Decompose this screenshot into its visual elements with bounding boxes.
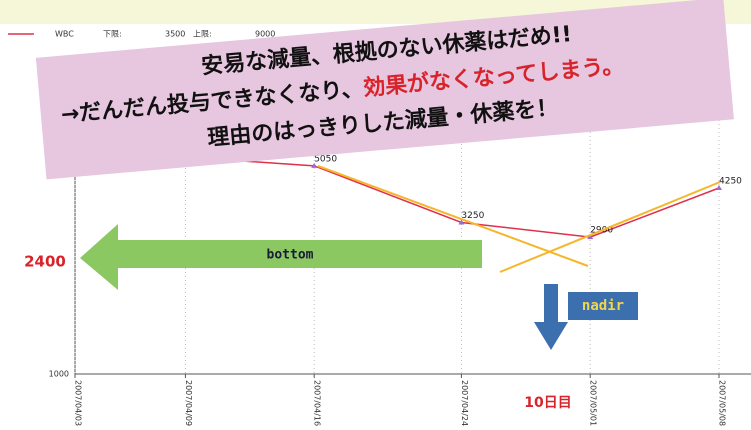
- legend-value: 9000: [255, 30, 275, 39]
- value-label: 5050: [314, 154, 337, 164]
- trend-line: [317, 165, 589, 267]
- nadir-arrow: [534, 284, 568, 350]
- x-tick-label: 2007/04/24: [460, 380, 469, 426]
- trend-line: [499, 181, 721, 273]
- nadir-box: [568, 292, 638, 320]
- point: [716, 184, 722, 190]
- arrow-label: bottom: [267, 248, 314, 263]
- point: [458, 219, 465, 225]
- point: [311, 162, 318, 168]
- banner-box: [35, 0, 734, 180]
- x-tick-label: 2007/04/09: [184, 380, 193, 426]
- legend-value: 3500: [165, 30, 185, 39]
- x-tick-label: 2007/04/16: [313, 380, 322, 426]
- x-tick-label: 2007/05/01: [589, 380, 598, 426]
- legend-label: 下限:: [103, 30, 122, 39]
- value-label: 4250: [719, 176, 742, 186]
- y-tick-label: 1000: [49, 370, 69, 379]
- x-tick-label: 2007/05/08: [718, 380, 727, 426]
- legend-label: WBC: [55, 30, 74, 39]
- day-label: 10日目: [524, 395, 571, 411]
- x-tick-label: 2007/04/03: [74, 380, 83, 426]
- arrow-label: nadir: [582, 298, 624, 314]
- bottom-value: 2400: [24, 253, 66, 271]
- value-label: 3250: [461, 211, 484, 221]
- legend: WBC 下限: 3500 上限: 9000: [8, 30, 275, 39]
- bottom-arrow: [80, 224, 482, 290]
- legend-label: 上限:: [193, 30, 212, 39]
- banner: 安易な減量、根拠のない休薬はだめ!! →だんだん投与できなくなり、効果がなくなっ…: [35, 0, 734, 180]
- point: [587, 234, 594, 240]
